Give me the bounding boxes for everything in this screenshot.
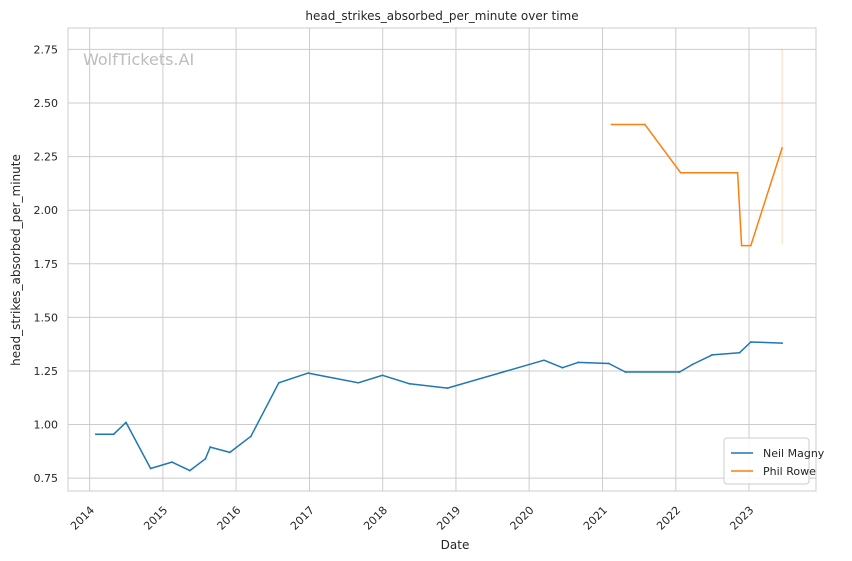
data-point-neil-magny [94,433,97,436]
y-axis-label: head_strikes_absorbed_per_minute [9,154,23,366]
legend-box [723,437,810,485]
y-tick-label: 1.75 [34,258,59,271]
data-point-phil-rowe [781,147,784,149]
y-tick-label: 1.00 [34,419,59,432]
data-point-neil-magny [171,461,173,463]
data-point-phil-rowe [643,123,646,126]
data-point-neil-magny [408,382,411,385]
x-tick-label: 2020 [508,504,537,533]
data-point-neil-magny [112,433,115,436]
plot-background [68,28,816,491]
data-point-neil-magny [543,359,545,362]
series-layer [94,123,784,472]
data-point-phil-rowe [610,123,613,126]
x-tick-label: 2015 [141,504,170,533]
x-tick-label: 2022 [654,504,683,533]
data-point-neil-magny [125,421,127,424]
x-tick-label: 2023 [727,504,756,533]
x-tick-label: 2016 [215,504,244,533]
data-point-neil-magny [446,387,449,390]
y-tick-label: 2.00 [34,204,59,217]
data-point-neil-magny [624,371,627,373]
y-tick-label: 2.50 [34,97,59,110]
data-point-neil-magny [250,435,252,438]
y-tick-label: 2.25 [34,151,59,164]
data-point-neil-magny [691,363,694,366]
data-point-neil-magny [188,469,191,472]
data-point-neil-magny [228,451,231,454]
x-tick-label: 2018 [361,504,390,533]
data-point-neil-magny [607,362,610,365]
legend-label-phil-rowe: Phil Rowe [763,465,816,478]
y-tick-label: 1.25 [34,365,59,378]
legend-label-neil-magny: Neil Magny [763,447,825,460]
data-point-phil-rowe [679,171,682,174]
data-point-neil-magny [738,351,741,354]
data-point-neil-magny [381,374,384,377]
plot-frame [67,27,817,492]
chart-title: head_strikes_absorbed_per_minute over ti… [305,9,578,23]
data-point-neil-magny [277,381,280,384]
data-point-neil-magny [204,457,207,460]
y-tick-label: 0.75 [34,472,59,485]
data-point-neil-magny [209,446,212,448]
y-tick-label: 1.50 [34,311,59,324]
x-tick-label: 2017 [288,504,317,533]
data-point-neil-magny [678,371,681,373]
data-point-neil-magny [149,467,152,470]
watermark: WolfTickets.AI [83,50,194,69]
data-point-neil-magny [711,353,713,356]
x-tick-label: 2014 [68,504,97,533]
data-point-phil-rowe [749,244,752,247]
data-point-neil-magny [357,381,360,384]
x-tick-label: 2021 [581,504,610,533]
data-point-neil-magny [561,366,564,369]
grid [68,28,816,491]
data-point-phil-rowe [736,171,739,174]
data-point-neil-magny [749,341,752,343]
data-point-neil-magny [577,361,580,364]
x-axis-label: Date [441,538,470,552]
data-point-phil-rowe [740,244,743,247]
data-point-neil-magny [781,342,784,344]
y-tick-label: 2.75 [34,43,59,56]
data-point-neil-magny [307,372,310,375]
x-tick-label: 2019 [434,504,463,533]
legend: Neil Magny Phil Rowe [723,437,825,485]
